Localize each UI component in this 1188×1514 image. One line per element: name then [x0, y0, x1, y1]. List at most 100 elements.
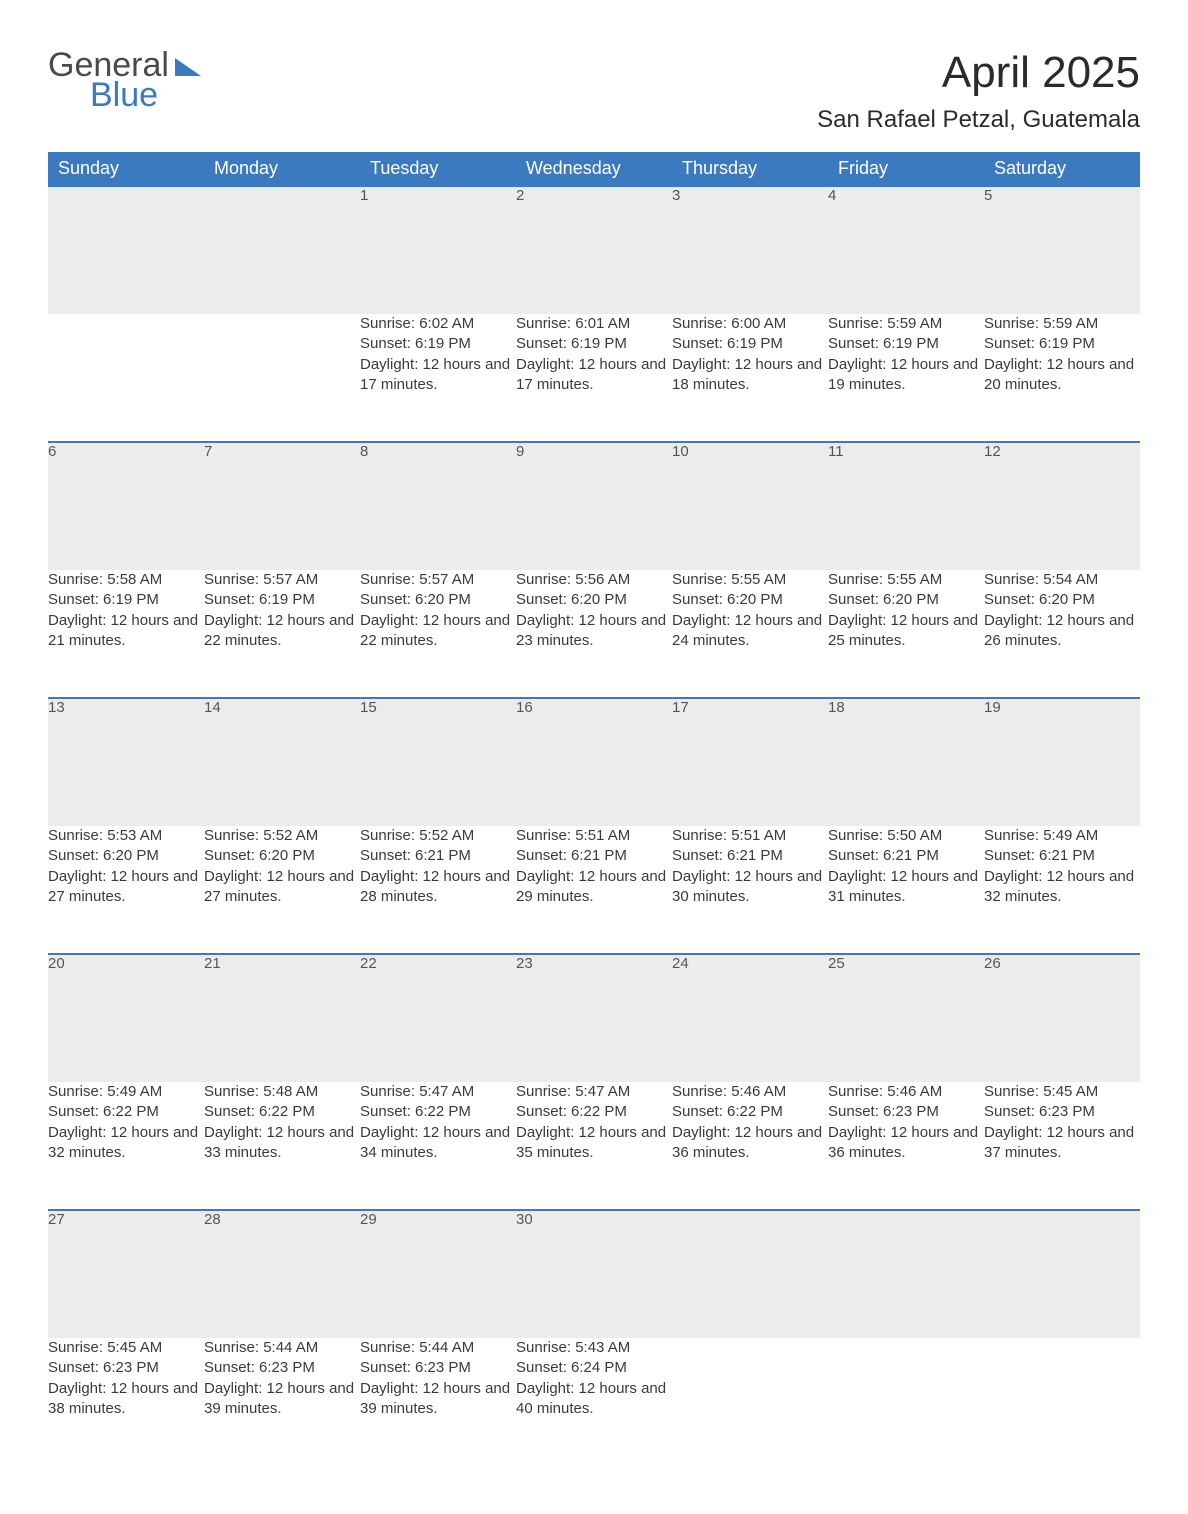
sunrise-value: 5:52 AM: [419, 827, 474, 844]
day-number-row: 13141516171819: [48, 698, 1140, 826]
day-cell: Sunrise: 5:51 AMSunset: 6:21 PMDaylight:…: [672, 826, 828, 954]
sunrise-label: Sunrise:: [672, 571, 731, 588]
daylight-label: Daylight:: [48, 1124, 111, 1141]
sunrise-value: 5:58 AM: [107, 571, 162, 588]
sunset-value: 6:23 PM: [103, 1359, 159, 1376]
sunrise-value: 5:44 AM: [263, 1339, 318, 1356]
sunrise-value: 5:57 AM: [419, 571, 474, 588]
sunset-label: Sunset:: [984, 1103, 1039, 1120]
sunset-value: 6:20 PM: [727, 591, 783, 608]
sunrise-label: Sunrise:: [828, 1083, 887, 1100]
day-cell: Sunrise: 5:59 AMSunset: 6:19 PMDaylight:…: [828, 314, 984, 442]
day-cell: Sunrise: 5:55 AMSunset: 6:20 PMDaylight:…: [672, 570, 828, 698]
daylight-label: Daylight:: [360, 1380, 423, 1397]
sunrise-value: 5:44 AM: [419, 1339, 474, 1356]
sunrise-value: 5:57 AM: [263, 571, 318, 588]
sunset-label: Sunset:: [48, 1103, 103, 1120]
sunrise-value: 5:48 AM: [263, 1083, 318, 1100]
sunset-value: 6:23 PM: [415, 1359, 471, 1376]
sunset-value: 6:21 PM: [1039, 847, 1095, 864]
sunset-value: 6:20 PM: [103, 847, 159, 864]
sunrise-value: 5:43 AM: [575, 1339, 630, 1356]
sunrise-label: Sunrise:: [516, 1339, 575, 1356]
daylight-label: Daylight:: [516, 612, 579, 629]
sunset-label: Sunset:: [984, 335, 1039, 352]
sunset-label: Sunset:: [204, 1359, 259, 1376]
day-cell: Sunrise: 5:44 AMSunset: 6:23 PMDaylight:…: [204, 1338, 360, 1466]
sunset-value: 6:21 PM: [727, 847, 783, 864]
sunrise-label: Sunrise:: [672, 827, 731, 844]
day-cell: Sunrise: 5:55 AMSunset: 6:20 PMDaylight:…: [828, 570, 984, 698]
weekday-header: Tuesday: [360, 152, 516, 186]
sunset-value: 6:22 PM: [415, 1103, 471, 1120]
daylight-label: Daylight:: [984, 612, 1047, 629]
sunset-value: 6:19 PM: [727, 335, 783, 352]
daylight-label: Daylight:: [48, 1380, 111, 1397]
sunset-label: Sunset:: [360, 847, 415, 864]
sunset-value: 6:19 PM: [415, 335, 471, 352]
day-cell: Sunrise: 5:49 AMSunset: 6:22 PMDaylight:…: [48, 1082, 204, 1210]
sunset-value: 6:19 PM: [571, 335, 627, 352]
sunrise-label: Sunrise:: [984, 315, 1043, 332]
day-cell: Sunrise: 5:46 AMSunset: 6:23 PMDaylight:…: [828, 1082, 984, 1210]
day-number: 15: [360, 698, 516, 826]
day-number: 17: [672, 698, 828, 826]
sunrise-label: Sunrise:: [516, 571, 575, 588]
day-body-row: Sunrise: 5:58 AMSunset: 6:19 PMDaylight:…: [48, 570, 1140, 698]
daylight-label: Daylight:: [48, 612, 111, 629]
day-number-row: 6789101112: [48, 442, 1140, 570]
empty-day-cell: [48, 314, 204, 442]
sunset-label: Sunset:: [204, 1103, 259, 1120]
day-cell: Sunrise: 6:01 AMSunset: 6:19 PMDaylight:…: [516, 314, 672, 442]
day-number: 16: [516, 698, 672, 826]
day-cell: Sunrise: 5:48 AMSunset: 6:22 PMDaylight:…: [204, 1082, 360, 1210]
day-cell: Sunrise: 5:45 AMSunset: 6:23 PMDaylight:…: [984, 1082, 1140, 1210]
daylight-label: Daylight:: [828, 356, 891, 373]
sunset-value: 6:20 PM: [883, 591, 939, 608]
day-number: 2: [516, 186, 672, 314]
sunrise-value: 5:45 AM: [107, 1339, 162, 1356]
day-cell: Sunrise: 5:57 AMSunset: 6:19 PMDaylight:…: [204, 570, 360, 698]
sunrise-value: 5:55 AM: [731, 571, 786, 588]
sunset-label: Sunset:: [672, 1103, 727, 1120]
sunset-value: 6:20 PM: [1039, 591, 1095, 608]
sunset-label: Sunset:: [984, 847, 1039, 864]
daylight-label: Daylight:: [360, 612, 423, 629]
calendar-body: 12345Sunrise: 6:02 AMSunset: 6:19 PMDayl…: [48, 186, 1140, 1466]
sunrise-label: Sunrise:: [984, 827, 1043, 844]
day-cell: Sunrise: 5:47 AMSunset: 6:22 PMDaylight:…: [516, 1082, 672, 1210]
sunset-label: Sunset:: [828, 1103, 883, 1120]
sunset-label: Sunset:: [360, 1359, 415, 1376]
day-cell: Sunrise: 5:45 AMSunset: 6:23 PMDaylight:…: [48, 1338, 204, 1466]
day-cell: Sunrise: 5:43 AMSunset: 6:24 PMDaylight:…: [516, 1338, 672, 1466]
sunset-label: Sunset:: [516, 1359, 571, 1376]
day-cell: Sunrise: 6:02 AMSunset: 6:19 PMDaylight:…: [360, 314, 516, 442]
day-number: 20: [48, 954, 204, 1082]
day-number: 7: [204, 442, 360, 570]
empty-day-number: [48, 186, 204, 314]
logo: General Blue: [48, 48, 209, 112]
day-number: 28: [204, 1210, 360, 1338]
sunrise-label: Sunrise:: [48, 827, 107, 844]
daylight-label: Daylight:: [828, 612, 891, 629]
day-cell: Sunrise: 5:59 AMSunset: 6:19 PMDaylight:…: [984, 314, 1140, 442]
daylight-label: Daylight:: [516, 868, 579, 885]
day-number: 12: [984, 442, 1140, 570]
daylight-label: Daylight:: [516, 1124, 579, 1141]
sunset-label: Sunset:: [516, 335, 571, 352]
page-subtitle: San Rafael Petzal, Guatemala: [817, 106, 1140, 134]
sunrise-value: 5:53 AM: [107, 827, 162, 844]
sunset-value: 6:23 PM: [883, 1103, 939, 1120]
sunrise-value: 5:49 AM: [1043, 827, 1098, 844]
sunset-value: 6:24 PM: [571, 1359, 627, 1376]
daylight-label: Daylight:: [204, 612, 267, 629]
day-number: 22: [360, 954, 516, 1082]
sunrise-label: Sunrise:: [828, 315, 887, 332]
sunset-value: 6:22 PM: [103, 1103, 159, 1120]
daylight-label: Daylight:: [984, 356, 1047, 373]
sunset-label: Sunset:: [828, 335, 883, 352]
sunrise-label: Sunrise:: [360, 315, 419, 332]
weekday-header: Sunday: [48, 152, 204, 186]
daylight-label: Daylight:: [828, 1124, 891, 1141]
sunset-value: 6:20 PM: [259, 847, 315, 864]
